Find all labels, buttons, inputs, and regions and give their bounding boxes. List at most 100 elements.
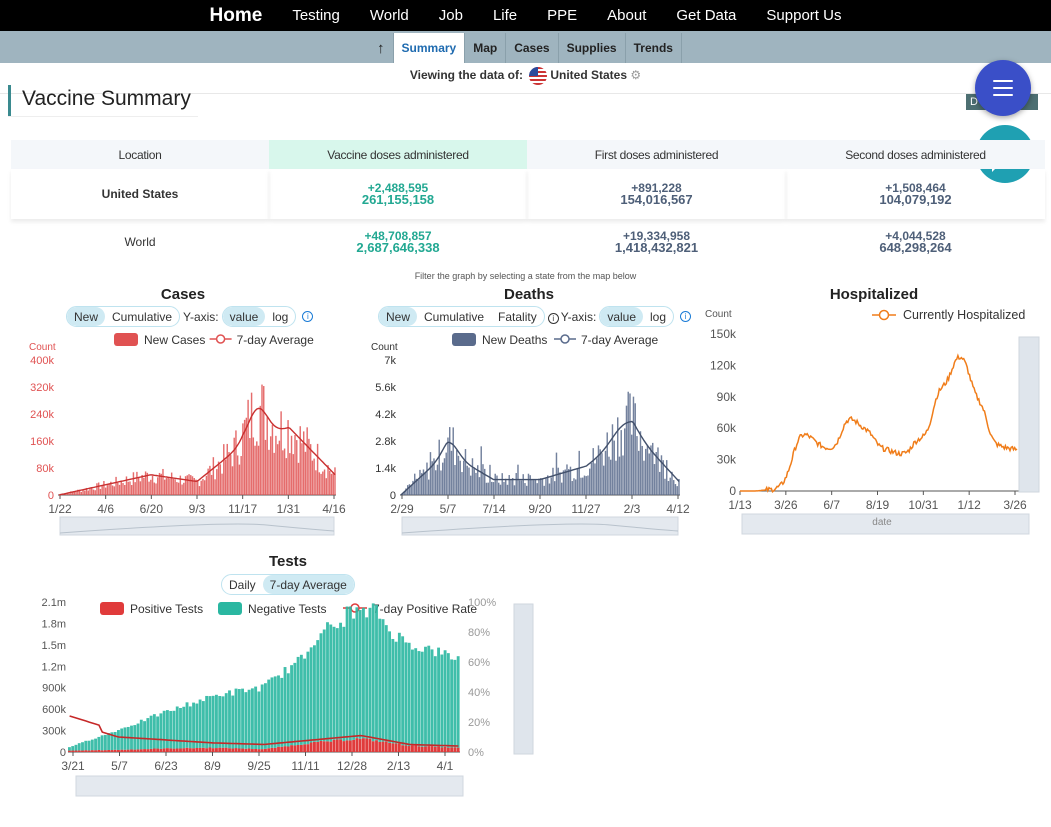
arrow-up-icon[interactable]: ↑ xyxy=(369,33,394,63)
bar xyxy=(77,489,79,495)
bar xyxy=(643,460,645,495)
tab-trends[interactable]: Trends xyxy=(626,33,682,63)
bar-positive xyxy=(316,741,320,752)
deaths-new-toggle[interactable]: New xyxy=(379,307,418,326)
bar-positive xyxy=(162,748,166,752)
tests-daily-toggle[interactable]: Daily xyxy=(229,578,256,592)
bar xyxy=(282,450,284,495)
table-row[interactable]: World +48,708,857 2,687,646,338 +19,334,9… xyxy=(11,219,1045,265)
bar xyxy=(562,470,565,495)
bar-negative xyxy=(450,659,454,748)
nav-ppe[interactable]: PPE xyxy=(547,7,578,24)
bar xyxy=(117,482,119,495)
viewing-country[interactable]: United States xyxy=(550,68,628,83)
y-tick-label: 1.8m xyxy=(42,618,66,630)
bar-negative xyxy=(90,739,94,751)
bar-negative xyxy=(87,740,91,751)
tab-map[interactable]: Map xyxy=(465,33,507,63)
bar xyxy=(505,478,507,495)
bar-negative xyxy=(348,606,352,741)
deaths-log-toggle[interactable]: log xyxy=(650,310,667,324)
bar xyxy=(183,482,185,495)
tab-cases[interactable]: Cases xyxy=(506,33,559,63)
bar xyxy=(174,479,176,495)
bar xyxy=(257,445,260,495)
bar-positive xyxy=(384,741,388,752)
bar xyxy=(519,480,521,495)
cases-cumulative-toggle[interactable]: Cumulative xyxy=(112,310,173,324)
bar-positive xyxy=(218,747,222,752)
bar-positive xyxy=(326,741,329,752)
table-row[interactable]: United States +2,488,595 261,155,158 +891… xyxy=(11,169,1045,219)
bar xyxy=(101,485,103,495)
bar xyxy=(195,479,197,495)
tests-7day-toggle[interactable]: 7-day Average xyxy=(262,575,354,594)
nav-testing[interactable]: Testing xyxy=(292,7,340,24)
legend-marker xyxy=(560,334,570,344)
bar-positive xyxy=(156,748,160,752)
bar-negative xyxy=(368,607,372,739)
menu-fab-button[interactable] xyxy=(975,60,1031,116)
bar xyxy=(214,479,216,495)
bar-positive xyxy=(313,741,316,752)
nav-about[interactable]: About xyxy=(607,7,647,24)
nav-job[interactable]: Job xyxy=(438,7,463,24)
nav-get-data[interactable]: Get Data xyxy=(676,7,737,24)
bar xyxy=(561,482,563,495)
nav-home[interactable]: Home xyxy=(209,4,263,26)
hosp-chart[interactable]: Count Currently Hospitalized 150k 120k 90k 60… xyxy=(700,304,1045,538)
bar xyxy=(216,469,218,495)
bar-negative xyxy=(401,636,405,746)
col-first-doses[interactable]: First doses administered xyxy=(527,140,786,169)
bar xyxy=(108,483,110,495)
tab-summary[interactable]: Summary xyxy=(393,33,466,63)
bar-negative xyxy=(192,702,195,749)
bar-positive xyxy=(211,748,215,752)
bar xyxy=(557,467,559,495)
nav-life[interactable]: Life xyxy=(492,7,518,24)
bar-positive xyxy=(286,746,290,752)
bar-positive xyxy=(185,747,189,752)
info-icon[interactable]: i xyxy=(547,312,559,324)
data-zoom-side xyxy=(1018,336,1040,493)
bar xyxy=(650,445,652,495)
deaths-fatality-toggle[interactable]: Fatality xyxy=(498,310,537,324)
bar xyxy=(297,462,300,495)
deaths-value-toggle[interactable]: value xyxy=(600,307,643,326)
bar xyxy=(498,482,500,495)
info-icon[interactable]: i xyxy=(302,311,314,322)
bar xyxy=(482,464,484,495)
bar xyxy=(148,481,150,495)
col-second-doses[interactable]: Second doses administered xyxy=(786,140,1045,169)
deaths-cumulative-toggle[interactable]: Cumulative xyxy=(424,310,485,324)
data-zoom-shape xyxy=(59,523,335,534)
y-tick-label: 600k xyxy=(42,704,66,716)
nav-world[interactable]: World xyxy=(369,7,409,24)
nav-support-us[interactable]: Support Us xyxy=(766,7,842,24)
tests-chart[interactable]: Positive Tests Negative Tests 7-day Positi… xyxy=(20,594,540,799)
bar xyxy=(673,480,675,495)
cases-new-toggle[interactable]: New xyxy=(67,307,106,326)
cases-chart[interactable]: Count New Cases 7-day Average 400k 320k 240k 1… xyxy=(20,328,350,538)
col-vaccine-doses[interactable]: Vaccine doses administered xyxy=(269,140,527,169)
legend-swatch xyxy=(452,333,476,346)
gear-icon[interactable]: ⚙ xyxy=(630,68,642,83)
legend-swatch xyxy=(218,602,242,615)
x-tick-label: 11/17 xyxy=(228,502,257,516)
info-icon[interactable]: i xyxy=(680,311,692,322)
col-location[interactable]: Location xyxy=(11,140,269,169)
avg-line xyxy=(58,407,336,496)
bar xyxy=(110,481,112,495)
cases-value-toggle[interactable]: value xyxy=(222,307,266,326)
bar xyxy=(146,472,149,495)
bar xyxy=(449,427,451,495)
bar-negative xyxy=(224,693,228,748)
bar xyxy=(249,438,251,495)
bar-positive xyxy=(100,750,104,752)
bar-positive xyxy=(332,739,336,752)
cases-log-toggle[interactable]: log xyxy=(272,310,289,324)
deaths-chart[interactable]: Count New Deaths 7-day Average 7k 5.6k 4.2k 2.… xyxy=(362,328,702,538)
bar xyxy=(325,478,328,495)
bar xyxy=(247,399,249,495)
tab-supplies[interactable]: Supplies xyxy=(559,33,626,63)
